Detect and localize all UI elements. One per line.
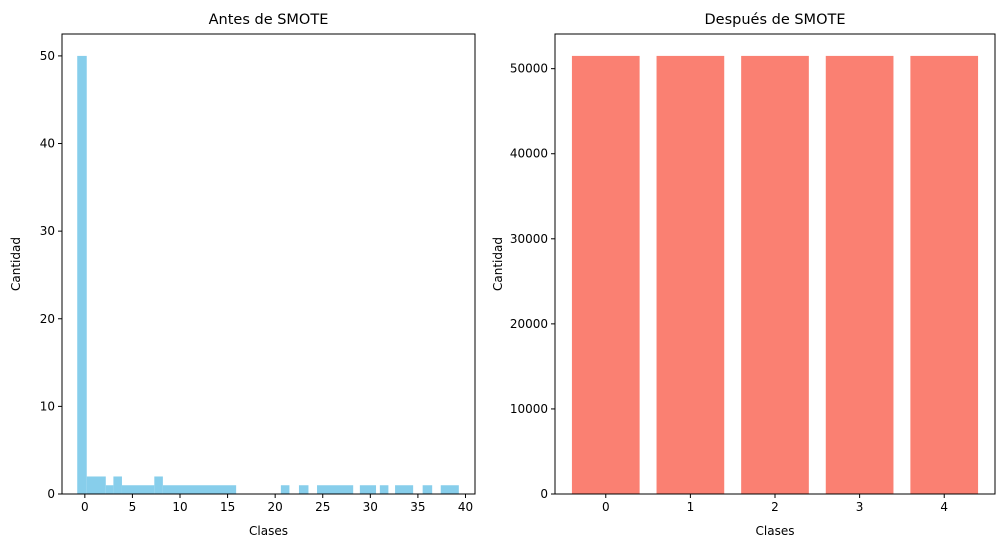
y-tick-label: 0 — [540, 487, 548, 501]
y-tick-label: 30 — [40, 224, 55, 238]
y-tick-label: 40000 — [510, 147, 548, 161]
x-tick-label: 4 — [940, 500, 948, 514]
histogram-bar — [317, 485, 354, 494]
y-tick-label: 30000 — [510, 232, 548, 246]
bar-class-0 — [571, 55, 640, 495]
chart-antes-smote: Antes de SMOTE Clases Cantidad 0 10 20 30 40… — [9, 12, 476, 538]
bar-class-4 — [910, 55, 979, 495]
histogram-bar — [77, 55, 87, 495]
x-tick-label: 40 — [458, 500, 473, 514]
histogram-bar — [121, 485, 155, 494]
bar-class-1 — [656, 55, 725, 495]
x-tick-label: 20 — [268, 500, 283, 514]
histogram-bar — [298, 485, 309, 494]
histogram-bar — [86, 476, 106, 494]
histogram-bar — [379, 485, 389, 494]
histogram-bar — [113, 476, 122, 494]
y-tick-label: 50000 — [510, 62, 548, 76]
y-tick-label: 40 — [40, 137, 55, 151]
y-tick-label: 50 — [40, 49, 55, 63]
x-tick-label: 10 — [172, 500, 187, 514]
histogram-bar — [395, 485, 414, 494]
x-axis-label-antes: Clases — [249, 524, 288, 538]
chart-title-antes: Antes de SMOTE — [209, 12, 329, 28]
x-tick-label: 5 — [129, 500, 137, 514]
y-axis-label-antes: Cantidad — [9, 237, 23, 291]
y-axis-label-despues: Cantidad — [491, 237, 505, 291]
x-tick-label: 0 — [81, 500, 89, 514]
x-tick-label: 0 — [602, 500, 610, 514]
histogram-bar — [154, 476, 163, 494]
plot-area-despues: 0 10000 20000 30000 40000 50000 0 1 2 3 4 — [510, 33, 996, 514]
x-tick-label: 2 — [771, 500, 779, 514]
x-tick-label: 30 — [363, 500, 378, 514]
x-tick-label: 3 — [856, 500, 864, 514]
chart-title-despues: Después de SMOTE — [705, 12, 846, 28]
chart-despues-smote: Después de SMOTE Clases Cantidad 0 10000 2… — [491, 12, 996, 538]
histogram-bar — [359, 485, 377, 494]
histogram-bar — [440, 485, 459, 494]
histogram-bar — [280, 485, 290, 494]
y-tick-label: 0 — [47, 487, 55, 501]
axes-frame — [61, 33, 476, 495]
x-tick-label: 25 — [315, 500, 330, 514]
histogram-bar — [105, 485, 114, 494]
y-tick-label: 10 — [40, 399, 55, 413]
y-tick-label: 10000 — [510, 402, 548, 416]
bar-class-3 — [825, 55, 894, 495]
x-axis-label-despues: Clases — [756, 524, 795, 538]
bar-class-2 — [741, 55, 809, 495]
x-tick-label: 1 — [687, 500, 695, 514]
x-tick-label: 15 — [220, 500, 235, 514]
histogram-bar — [162, 485, 237, 494]
histogram-bar — [422, 485, 433, 494]
y-tick-label: 20000 — [510, 317, 548, 331]
x-tick-label: 35 — [410, 500, 425, 514]
y-tick-label: 20 — [40, 312, 55, 326]
plot-area-antes: 0 10 20 30 40 50 0 5 10 15 20 25 30 35 40 — [40, 33, 476, 514]
